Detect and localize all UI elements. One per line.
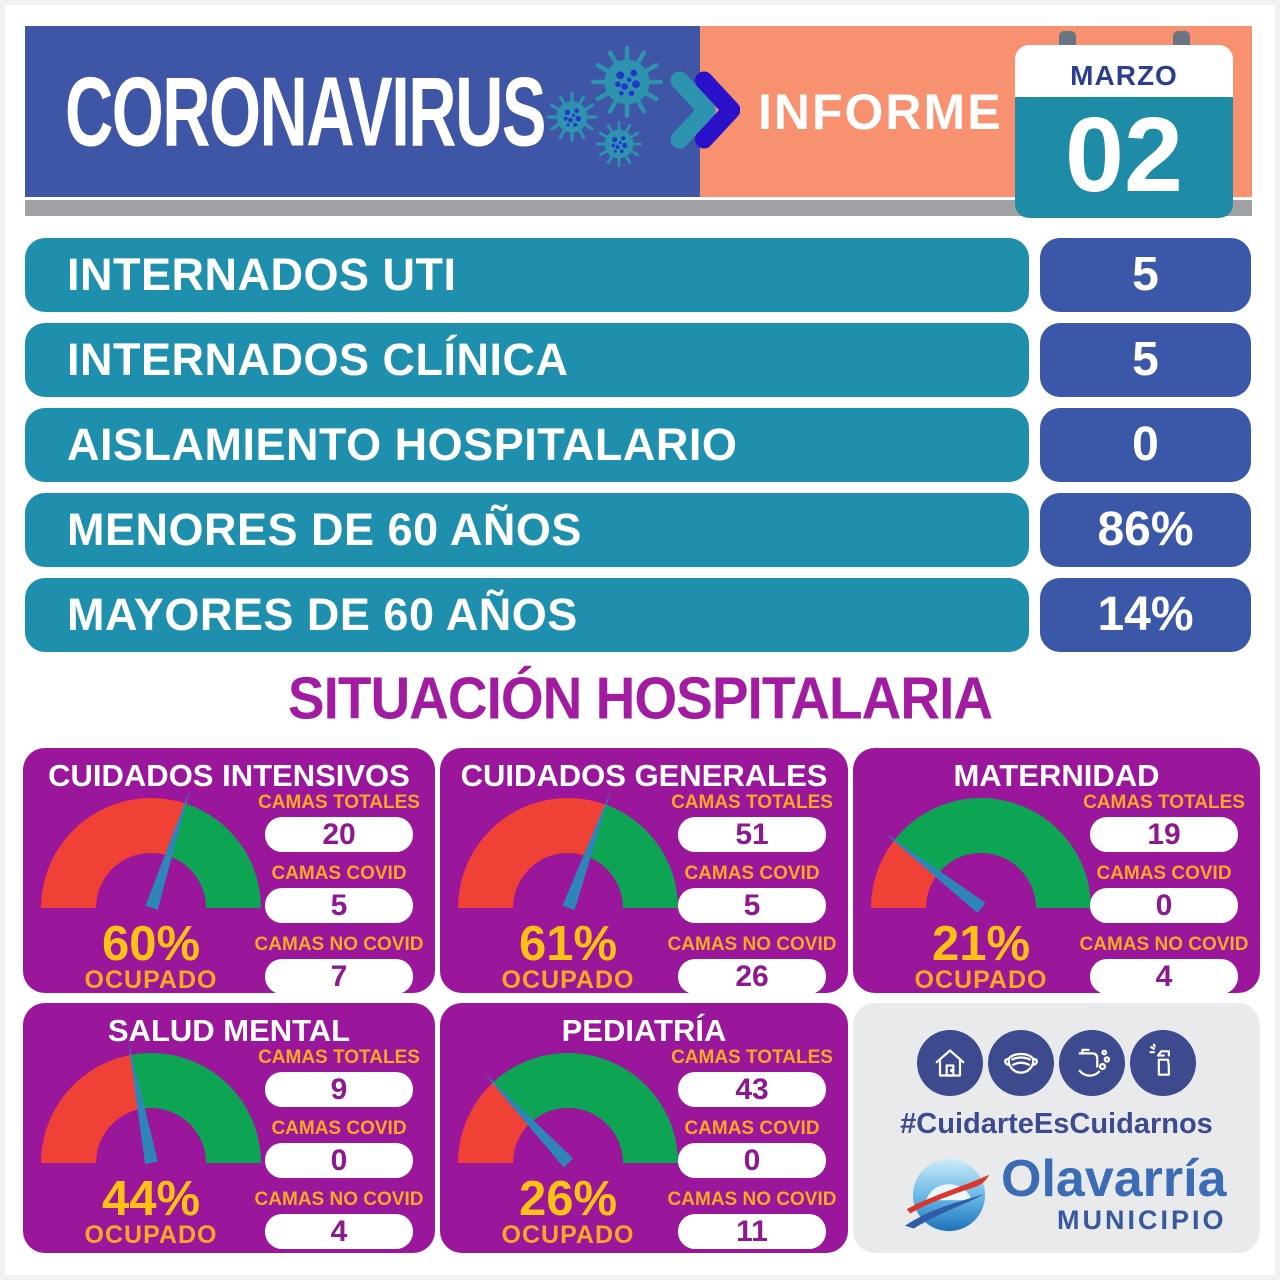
municipality-logo: Olavarría MUNICIPIO: [853, 1147, 1260, 1247]
occupancy-caption: OCUPADO: [914, 966, 1048, 994]
virus-icon: [596, 121, 642, 167]
field-label: CAMAS COVID: [271, 1118, 407, 1139]
header-title-section: CORONAVIRUS: [25, 26, 700, 197]
field-label: CAMAS COVID: [684, 863, 820, 884]
occupancy-percent: 44%: [101, 1172, 201, 1226]
field-value: 20: [265, 817, 413, 852]
page-title: CORONAVIRUS: [65, 55, 546, 167]
field-label: CAMAS NO COVID: [1079, 934, 1249, 955]
field-label: CAMAS TOTALES: [258, 1047, 420, 1068]
field-value: 5: [265, 888, 413, 923]
beds-fields: CAMAS TOTALES 19 CAMAS COVID 0 CAMAS NO CO…: [1080, 792, 1248, 1005]
stat-row-internados-uti: INTERNADOS UTI 5: [25, 238, 1251, 312]
spray-bottle-icon: [1130, 1030, 1196, 1096]
olavarria-logo-icon: [905, 1158, 990, 1232]
prevention-info-card: #CuidarteEsCuidarnos Olavarría MUNICIPIO: [853, 1003, 1260, 1253]
field-label: CAMAS TOTALES: [671, 1047, 833, 1068]
field-label: CAMAS COVID: [1096, 863, 1232, 884]
occupancy-gauge: [458, 796, 678, 910]
calendar: MARZO 02: [1015, 31, 1233, 218]
field-label: CAMAS NO COVID: [254, 1189, 424, 1210]
field-value: 43: [678, 1072, 826, 1107]
stat-row-mayores-60: MAYORES DE 60 AÑOS 14%: [25, 578, 1251, 652]
logo-city-name: Olavarría: [1001, 1150, 1227, 1208]
card-title: MATERNIDAD: [953, 758, 1160, 793]
stat-label: MAYORES DE 60 AÑOS: [25, 578, 1029, 652]
field-value: 11: [678, 1214, 826, 1249]
field-value: 19: [1090, 817, 1238, 852]
field-value: 7: [265, 959, 413, 994]
field-label: CAMAS TOTALES: [258, 792, 420, 813]
stat-label: INTERNADOS CLÍNICA: [25, 323, 1029, 397]
occupancy-caption: OCUPADO: [501, 1221, 635, 1249]
field-value: 26: [678, 959, 826, 994]
card-title: CUIDADOS INTENSIVOS: [48, 758, 410, 793]
stat-label: INTERNADOS UTI: [25, 238, 1029, 312]
hospital-card-maternidad: MATERNIDAD 21% OCUPADO CAMAS TOTALES 19 C…: [853, 748, 1260, 994]
occupancy-percent: 61%: [518, 917, 618, 971]
virus-icon: [547, 92, 597, 142]
section-title: SITUACIÓN HOSPITALARIA: [287, 664, 993, 732]
field-label: CAMAS NO COVID: [254, 934, 424, 955]
occupancy-caption: OCUPADO: [84, 1221, 218, 1249]
field-label: CAMAS COVID: [684, 1118, 820, 1139]
field-label: CAMAS NO COVID: [667, 934, 837, 955]
stat-value: 14%: [1040, 578, 1251, 652]
field-value: 4: [1090, 959, 1238, 994]
hospital-card-cuidados-generales: CUIDADOS GENERALES 61% OCUPADO CAMAS TOT…: [440, 748, 848, 994]
stat-row-internados-clinica: INTERNADOS CLÍNICA 5: [25, 323, 1251, 397]
occupancy-gauge: [41, 796, 261, 910]
informe-label: INFORME: [758, 83, 1003, 140]
stat-value: 5: [1040, 323, 1251, 397]
stat-row-aislamiento-hospitalario: AISLAMIENTO HOSPITALARIO 0: [25, 408, 1251, 482]
chevron-right-icon: [670, 71, 740, 149]
occupancy-gauge: [458, 1051, 678, 1165]
card-title: PEDIATRÍA: [561, 1013, 727, 1048]
hand-washing-icon: [1059, 1030, 1125, 1096]
stat-label: AISLAMIENTO HOSPITALARIO: [25, 408, 1029, 482]
calendar-month: MARZO: [1015, 45, 1233, 97]
hospital-card-salud-mental: SALUD MENTAL 44% OCUPADO CAMAS TOTALES 9 …: [23, 1003, 435, 1253]
field-label: CAMAS COVID: [271, 863, 407, 884]
field-value: 0: [1090, 888, 1238, 923]
virus-icon: [591, 46, 663, 118]
occupancy-caption: OCUPADO: [501, 966, 635, 994]
stat-label: MENORES DE 60 AÑOS: [25, 493, 1029, 567]
field-label: CAMAS TOTALES: [1083, 792, 1245, 813]
beds-fields: CAMAS TOTALES 43 CAMAS COVID 0 CAMAS NO CO…: [668, 1047, 836, 1260]
hospital-card-cuidados-intensivos: CUIDADOS INTENSIVOS 60% OCUPADO CAMAS TO…: [23, 748, 435, 994]
field-value: 0: [265, 1143, 413, 1178]
field-value: 51: [678, 817, 826, 852]
hospital-card-pediatria: PEDIATRÍA 26% OCUPADO CAMAS TOTALES 43 CA…: [440, 1003, 848, 1253]
hashtag-text: #CuidarteEsCuidarnos: [900, 1108, 1213, 1140]
occupancy-percent: 26%: [518, 1172, 618, 1226]
occupancy-gauge: [871, 796, 1091, 910]
beds-fields: CAMAS TOTALES 20 CAMAS COVID 5 CAMAS NO CO…: [255, 792, 423, 1005]
occupancy-gauge: [41, 1051, 261, 1165]
occupancy-caption: OCUPADO: [84, 966, 218, 994]
occupancy-percent: 60%: [101, 917, 201, 971]
divider-bar: [25, 200, 1252, 216]
occupancy-percent: 21%: [931, 917, 1031, 971]
prevention-icons-row: [853, 1030, 1260, 1096]
field-value: 5: [678, 888, 826, 923]
field-value: 0: [678, 1143, 826, 1178]
card-title: SALUD MENTAL: [107, 1013, 351, 1048]
logo-subtitle: MUNICIPIO: [1057, 1205, 1227, 1235]
field-value: 4: [265, 1214, 413, 1249]
beds-fields: CAMAS TOTALES 51 CAMAS COVID 5 CAMAS NO CO…: [668, 792, 836, 1005]
calendar-day: 02: [1015, 97, 1233, 218]
house-icon: [917, 1030, 983, 1096]
stat-value: 86%: [1040, 493, 1251, 567]
field-value: 9: [265, 1072, 413, 1107]
stat-value: 5: [1040, 238, 1251, 312]
stat-row-menores-60: MENORES DE 60 AÑOS 86%: [25, 493, 1251, 567]
face-mask-icon: [988, 1030, 1054, 1096]
stat-value: 0: [1040, 408, 1251, 482]
beds-fields: CAMAS TOTALES 9 CAMAS COVID 0 CAMAS NO COV…: [255, 1047, 423, 1260]
field-label: CAMAS NO COVID: [667, 1189, 837, 1210]
field-label: CAMAS TOTALES: [671, 792, 833, 813]
card-title: CUIDADOS GENERALES: [460, 758, 828, 793]
